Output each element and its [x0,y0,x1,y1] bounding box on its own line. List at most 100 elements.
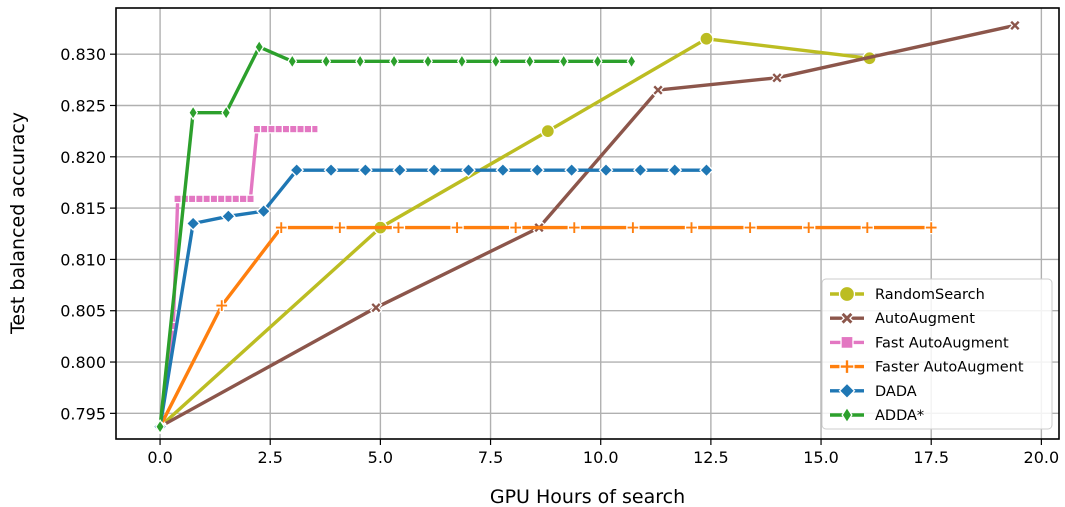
data-point [770,71,784,85]
y-tick-label: 0.815 [60,199,106,218]
axes: 0.0 2.5 5.0 7.5 10.0 12.5 15.0 17.5 20.0 0.795 0.8… [60,45,1059,467]
data-point [220,208,236,224]
legend-label: Fast AutoAugment [875,335,1009,351]
data-point [216,194,226,204]
legend-marker [841,406,853,424]
data-point [195,194,204,204]
data-point [699,162,714,178]
series-line [158,225,933,429]
legend-box [821,278,1053,430]
legend-label: Faster AutoAugment [875,360,1024,376]
data-point [185,216,201,231]
data-point [246,194,255,204]
data-point [626,220,640,235]
data-point [281,124,291,134]
legend-label: AutoAugment [875,311,975,327]
x-axis-label: GPU Hours of search [490,486,685,507]
x-tick-label: 15.0 [803,448,839,467]
x-tick-label: 7.5 [478,448,503,467]
data-point [389,53,400,70]
legend-marker [840,335,854,350]
data-point [155,418,166,435]
x-tick-label: 12.5 [693,448,729,467]
data-point [699,31,714,46]
data-point [426,162,442,178]
series-dada [152,162,714,435]
data-point [667,162,683,178]
series-line [158,23,1017,429]
data-point [490,53,501,70]
y-tick-label: 0.810 [60,250,106,269]
legend-item: Faster AutoAugment [830,359,1024,376]
x-tick-label: 5.0 [368,448,393,467]
x-tick-label: 17.5 [913,448,949,467]
data-point [254,39,265,55]
data-point [224,194,233,204]
data-point [684,220,699,235]
data-point [495,162,511,178]
data-point [289,162,305,178]
data-point [369,301,383,315]
data-point [392,162,408,178]
data-point [187,194,197,204]
data-point [252,124,262,134]
data-point [231,194,241,204]
legend-label: DADA [875,384,917,400]
data-point [461,162,476,178]
x-tick-label: 10.0 [583,448,619,467]
data-point [1008,19,1022,32]
series-autoaugment [153,19,1022,434]
data-point [357,162,373,178]
data-point [651,83,665,97]
y-tick-label: 0.820 [60,148,106,167]
data-point [592,53,603,70]
data-point [355,53,366,70]
legend-label: ADDA* [875,408,924,424]
data-point [256,203,272,219]
legend-label: RandomSearch [875,287,985,303]
x-tick-label: 20.0 [1024,448,1060,467]
legend-marker [838,382,856,400]
data-point [567,220,581,235]
legend-item: Fast AutoAugment [830,335,1009,351]
legend-marker [838,285,856,303]
data-point [287,53,298,70]
data-point [238,194,248,204]
data-point [321,53,332,70]
data-point [274,220,288,235]
x-tick-label: 0.0 [147,448,172,467]
data-point [598,162,614,178]
plot-frame [115,7,1060,440]
y-tick-label: 0.830 [60,45,106,64]
data-point [333,220,347,235]
data-point [267,124,276,134]
data-point [188,104,199,121]
series-line [158,45,634,429]
data-point [215,298,229,313]
series-fast-autoaugment [155,124,319,432]
data-point [509,220,523,235]
data-point [274,124,284,134]
series-layer [152,19,1022,435]
data-point [860,220,874,235]
data-point [391,220,406,235]
data-point [529,162,545,178]
data-point [173,194,183,204]
data-point [626,53,637,70]
data-point [303,124,313,134]
data-point [524,53,535,70]
y-tick-label: 0.825 [60,96,106,115]
legend: RandomSearch AutoAugment Fast AutoAugment F… [821,278,1053,430]
y-tick-label: 0.800 [60,353,106,372]
legend-item: ADDA* [830,406,924,424]
data-point [632,162,648,178]
y-tick-label: 0.805 [60,302,106,321]
data-point [288,124,298,134]
legend-item: DADA [830,382,917,400]
data-point [423,53,433,70]
data-point [323,162,339,178]
data-point [924,220,938,235]
data-point [296,124,306,134]
data-point [209,194,219,204]
